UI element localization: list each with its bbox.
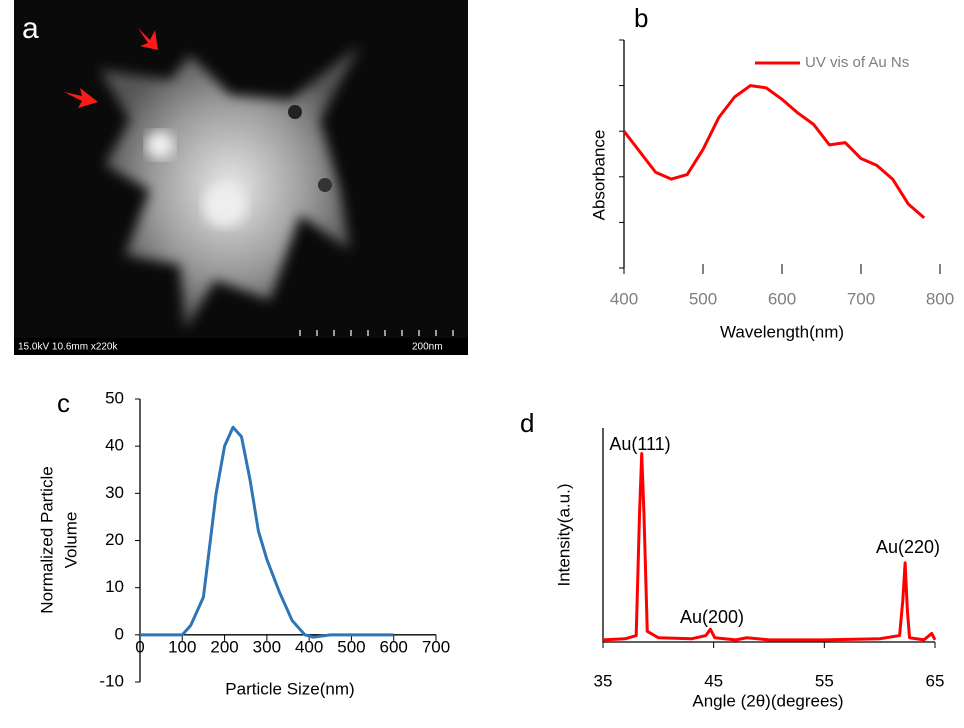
x-tick-label: 200: [210, 637, 238, 656]
annotation: Au(220): [876, 537, 940, 557]
x-tick-label: 65: [926, 671, 945, 690]
x-tick-label: 400: [295, 637, 323, 656]
panel-label: d: [520, 408, 534, 438]
x-axis-label: Wavelength(nm): [720, 322, 844, 341]
panel-label: a: [22, 12, 39, 45]
x-tick-label: 100: [168, 637, 196, 656]
data-line: [140, 425, 394, 639]
legend-label: UV vis of Au Ns: [805, 54, 909, 71]
panel-label: b: [634, 3, 648, 33]
x-tick-label: 700: [422, 637, 450, 656]
y-axis-label: Normalized Particle: [37, 466, 56, 613]
x-tick-label: 0: [135, 637, 144, 656]
x-tick-label: 500: [689, 289, 717, 308]
x-tick-label: 600: [768, 289, 796, 308]
x-axis-label: Particle Size(nm): [225, 679, 354, 698]
y-axis-label: Absorbance: [589, 130, 608, 221]
x-axis-label: Angle (2θ)(degrees): [692, 691, 843, 710]
data-line: [602, 452, 937, 642]
y-axis-label: Intensity(a.u.): [554, 484, 573, 587]
x-tick-label: 300: [253, 637, 281, 656]
x-tick-label: 500: [337, 637, 365, 656]
image-info: 15.0kV 10.6mm x220k: [18, 342, 118, 353]
sem-image: a 15.0kV 10.6mm x220k 200nm: [14, 0, 468, 355]
x-tick-label: 45: [704, 671, 723, 690]
y-tick-label: 30: [105, 483, 124, 502]
y-tick-label: 40: [105, 436, 124, 455]
y-axis-label: Volume: [61, 512, 80, 569]
annotation: Au(200): [680, 607, 744, 627]
data-line: [622, 84, 926, 219]
y-tick-label: -10: [99, 671, 124, 690]
x-tick-label: 35: [594, 671, 613, 690]
x-tick-label: 55: [815, 671, 834, 690]
y-tick-label: 10: [105, 577, 124, 596]
y-tick-label: 0: [115, 624, 124, 643]
y-tick-label: 50: [105, 388, 124, 407]
x-tick-label: 700: [847, 289, 875, 308]
y-tick-label: 20: [105, 530, 124, 549]
x-tick-label: 400: [610, 289, 638, 308]
annotation: Au(111): [609, 434, 670, 454]
scale-label: 200nm: [412, 342, 443, 353]
x-tick-label: 600: [380, 637, 408, 656]
x-tick-label: 800: [926, 289, 954, 308]
panel-label: c: [57, 388, 70, 418]
